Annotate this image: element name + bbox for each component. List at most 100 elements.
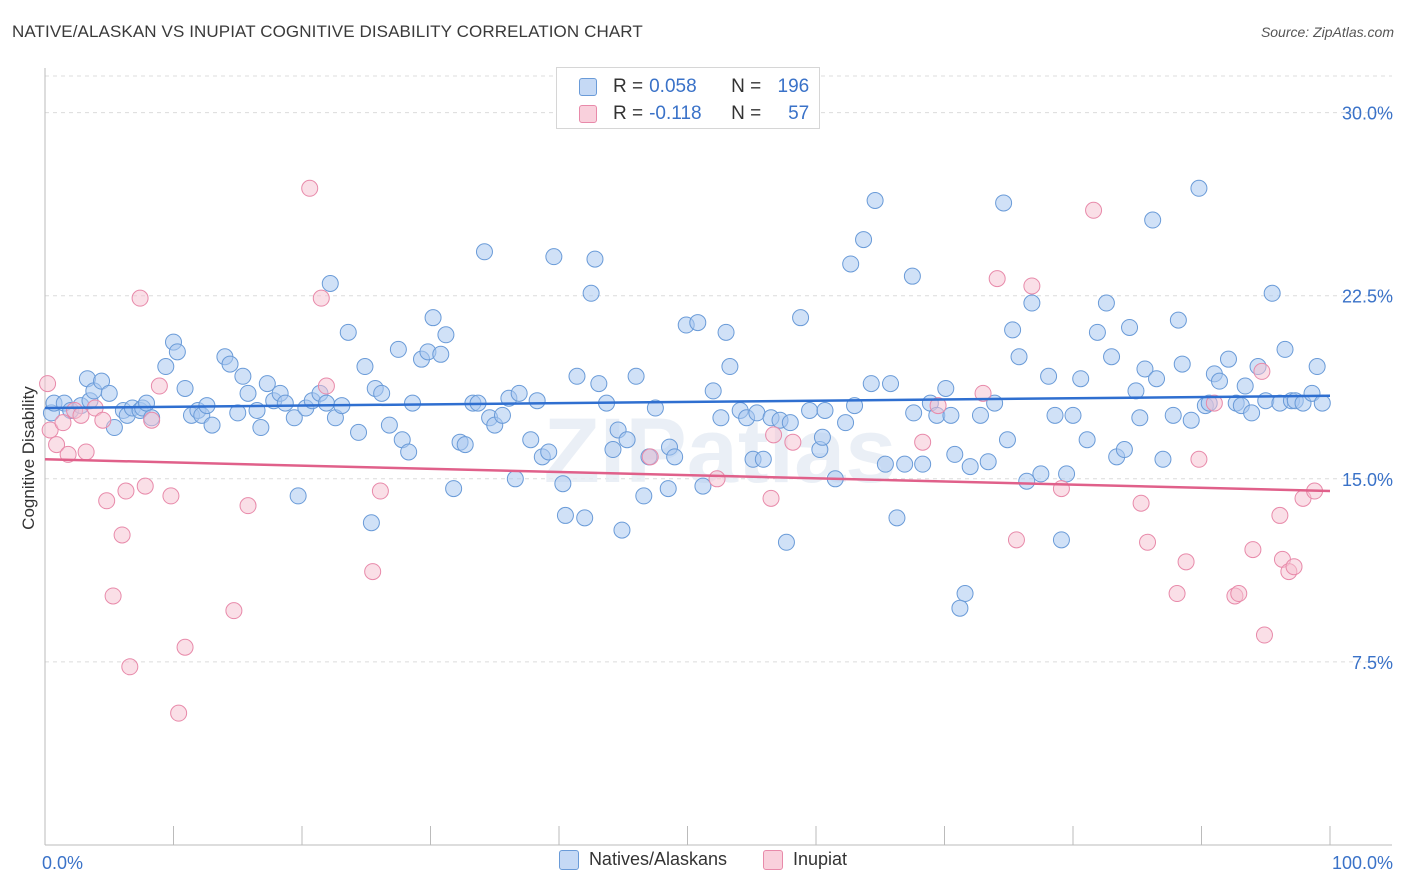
natives-point bbox=[1173, 355, 1191, 373]
natives-point bbox=[618, 431, 636, 449]
inupiat-point bbox=[39, 375, 57, 393]
natives-point bbox=[1303, 384, 1321, 402]
natives-point bbox=[896, 455, 914, 473]
natives-point bbox=[258, 375, 276, 393]
inupiat-point bbox=[1230, 585, 1248, 603]
natives-point bbox=[432, 345, 450, 363]
inupiat-point bbox=[317, 377, 335, 395]
natives-point bbox=[694, 477, 712, 495]
n-label: N = bbox=[731, 103, 762, 124]
natives-point bbox=[556, 506, 574, 524]
natives-point bbox=[400, 443, 418, 461]
inupiat-point bbox=[72, 406, 90, 424]
natives-point bbox=[1276, 340, 1294, 358]
natives-point bbox=[138, 394, 156, 412]
y-tick-label: 22.5% bbox=[1342, 287, 1393, 307]
natives-point bbox=[1182, 411, 1200, 429]
natives-point bbox=[528, 392, 546, 410]
n-label: N = bbox=[731, 76, 762, 97]
tick-labels: 7.5% 15.0% 22.5% 30.0% 0.0% 100.0% bbox=[42, 104, 1393, 873]
natives-point bbox=[404, 394, 422, 412]
natives-point bbox=[1219, 350, 1237, 368]
natives-point bbox=[252, 419, 270, 437]
natives-point bbox=[1115, 441, 1133, 459]
natives-point bbox=[545, 248, 563, 266]
inupiat-point bbox=[98, 492, 116, 510]
inupiat-point bbox=[1023, 277, 1041, 295]
inupiat-point bbox=[364, 563, 382, 581]
series-legend: Natives/Alaskans Inupiat bbox=[0, 849, 1406, 870]
natives-point bbox=[510, 384, 528, 402]
natives-point bbox=[813, 428, 831, 446]
natives-point bbox=[424, 309, 442, 327]
natives-point bbox=[1052, 531, 1070, 549]
n-value: 196 bbox=[777, 76, 810, 97]
natives-point bbox=[234, 367, 252, 385]
natives-trend-line bbox=[44, 394, 1331, 410]
natives-point bbox=[437, 326, 455, 344]
natives-point bbox=[995, 194, 1013, 212]
inupiat-point bbox=[1271, 506, 1289, 524]
natives-swatch bbox=[579, 78, 597, 96]
inupiat-point bbox=[765, 426, 783, 444]
natives-point bbox=[203, 416, 221, 434]
inupiat-point bbox=[1168, 585, 1186, 603]
inupiat-point bbox=[1177, 553, 1195, 571]
inupiat-point bbox=[301, 179, 319, 197]
stats-row-natives: R = 0.058 N = 196 bbox=[579, 75, 809, 99]
inupiat-point bbox=[121, 658, 139, 676]
natives-point bbox=[576, 509, 594, 527]
natives-point bbox=[1058, 465, 1076, 483]
natives-point bbox=[1040, 367, 1058, 385]
natives-point bbox=[456, 436, 474, 454]
natives-point bbox=[1190, 179, 1208, 197]
natives-point bbox=[350, 423, 368, 441]
inupiat-point bbox=[48, 436, 66, 454]
natives-point bbox=[882, 375, 900, 393]
natives-point bbox=[866, 192, 884, 210]
r-label: R = bbox=[613, 103, 644, 124]
natives-point bbox=[903, 267, 921, 285]
natives-point bbox=[568, 367, 586, 385]
natives-point bbox=[946, 445, 964, 463]
natives-point bbox=[792, 309, 810, 327]
natives-point bbox=[289, 487, 307, 505]
inupiat-point bbox=[162, 487, 180, 505]
inupiat-point bbox=[1139, 533, 1157, 551]
natives-point bbox=[1263, 284, 1281, 302]
inupiat-point bbox=[239, 497, 257, 515]
y-axis-label: Cognitive Disability bbox=[19, 386, 38, 530]
natives-point bbox=[1010, 348, 1028, 366]
inupiat-point bbox=[988, 270, 1006, 288]
natives-point bbox=[937, 379, 955, 397]
inupiat-point bbox=[54, 414, 72, 432]
natives-point bbox=[777, 533, 795, 551]
natives-point bbox=[475, 243, 493, 261]
inupiat-point bbox=[1052, 480, 1070, 498]
stats-row-inupiat: R = -0.118 N = 57 bbox=[579, 102, 809, 126]
natives-point bbox=[356, 358, 374, 376]
legend-item-inupiat: Inupiat bbox=[763, 849, 847, 870]
natives-point bbox=[1169, 311, 1187, 329]
natives-point bbox=[748, 404, 766, 422]
natives-point bbox=[362, 514, 380, 532]
natives-point bbox=[613, 521, 631, 539]
inupiat-point bbox=[225, 602, 243, 620]
inupiat-point bbox=[1007, 531, 1025, 549]
inupiat-point bbox=[929, 397, 947, 415]
natives-point bbox=[689, 314, 707, 332]
natives-point bbox=[1046, 406, 1064, 424]
natives-point bbox=[1144, 211, 1162, 229]
inupiat-point bbox=[1190, 450, 1208, 468]
natives-point bbox=[380, 416, 398, 434]
natives-point bbox=[339, 323, 357, 341]
inupiat-trend-line bbox=[44, 458, 1331, 493]
natives-point bbox=[721, 358, 739, 376]
natives-point bbox=[582, 284, 600, 302]
natives-point bbox=[717, 323, 735, 341]
natives-point bbox=[317, 394, 335, 412]
natives-point bbox=[1257, 392, 1275, 410]
natives-point bbox=[876, 455, 894, 473]
natives-point bbox=[704, 382, 722, 400]
natives-point bbox=[888, 509, 906, 527]
